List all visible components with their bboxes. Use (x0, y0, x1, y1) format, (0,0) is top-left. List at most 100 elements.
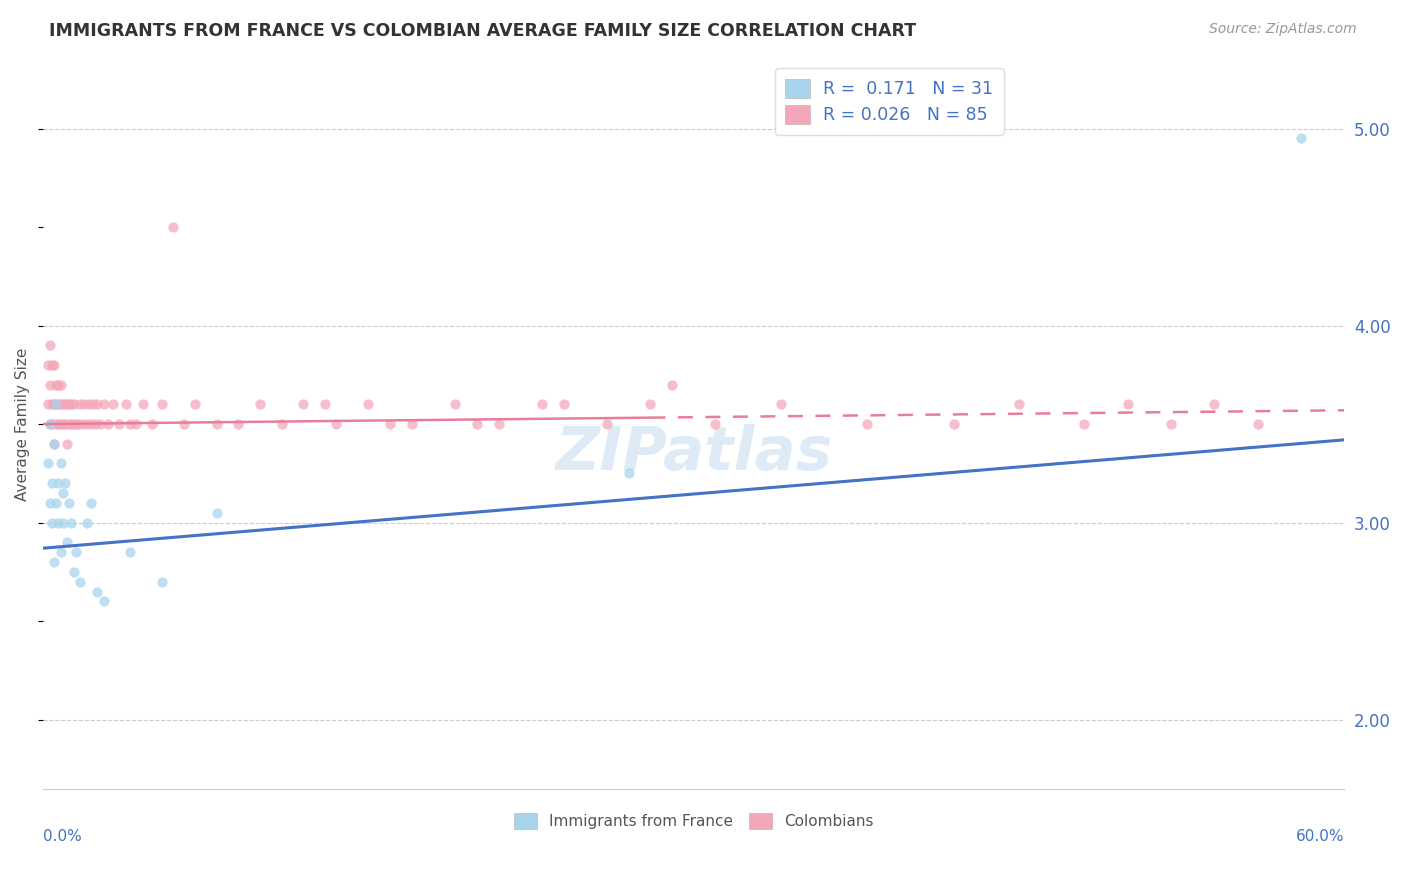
Y-axis label: Average Family Size: Average Family Size (15, 347, 30, 500)
Point (76, 417, 98, 431)
Text: ZIPatlas: ZIPatlas (555, 424, 832, 483)
Point (1008, 397, 1031, 411)
Text: 60.0%: 60.0% (1296, 829, 1344, 844)
Point (84, 417, 107, 431)
Point (769, 397, 792, 411)
Point (86, 397, 108, 411)
Point (314, 397, 336, 411)
Point (444, 397, 467, 411)
Point (56, 437, 79, 451)
Point (48, 417, 70, 431)
Point (49, 377, 72, 392)
Point (58, 496, 80, 510)
Point (380, 417, 402, 431)
Point (42, 437, 65, 451)
Legend: Immigrants from France, Colombians: Immigrants from France, Colombians (508, 807, 879, 836)
Text: IMMIGRANTS FROM FRANCE VS COLOMBIAN AVERAGE FAMILY SIZE CORRELATION CHART: IMMIGRANTS FROM FRANCE VS COLOMBIAN AVER… (49, 22, 917, 40)
Point (1246, 417, 1268, 431)
Point (53, 417, 76, 431)
Point (48, 516, 70, 530)
Point (530, 397, 553, 411)
Point (69, 574, 91, 589)
Point (228, 417, 250, 431)
Point (52, 486, 75, 500)
Point (62, 397, 84, 411)
Point (101, 397, 124, 411)
Point (37, 457, 59, 471)
Point (401, 417, 423, 431)
Point (73, 397, 96, 411)
Point (45, 377, 67, 392)
Point (45, 417, 67, 431)
Point (62, 565, 84, 579)
Point (640, 397, 662, 411)
Point (41, 417, 63, 431)
Point (58, 397, 80, 411)
Point (80, 496, 103, 510)
Point (118, 417, 141, 431)
Point (45, 496, 67, 510)
Point (93, 594, 115, 608)
Point (49, 545, 72, 559)
Point (62, 417, 84, 431)
Point (52, 516, 75, 530)
Point (270, 417, 292, 431)
Point (325, 417, 347, 431)
Point (42, 437, 65, 451)
Point (60, 516, 83, 530)
Point (69, 397, 91, 411)
Point (38, 417, 60, 431)
Point (152, 397, 174, 411)
Point (48, 377, 70, 392)
Point (465, 417, 488, 431)
Point (41, 397, 63, 411)
Point (97, 417, 120, 431)
Point (108, 417, 131, 431)
Point (60, 417, 83, 431)
Point (38, 338, 60, 352)
Point (42, 397, 65, 411)
Text: Source: ZipAtlas.com: Source: ZipAtlas.com (1209, 22, 1357, 37)
Point (56, 397, 79, 411)
Point (162, 220, 184, 235)
Point (132, 397, 155, 411)
Point (93, 397, 115, 411)
Point (152, 574, 174, 589)
Point (42, 555, 65, 569)
Point (357, 397, 380, 411)
Point (1289, 131, 1312, 145)
Point (86, 584, 108, 599)
Point (488, 417, 510, 431)
Point (49, 397, 72, 411)
Point (596, 417, 619, 431)
Point (37, 358, 59, 372)
Point (173, 417, 195, 431)
Point (89, 417, 111, 431)
Point (60, 397, 83, 411)
Point (553, 397, 575, 411)
Point (66, 417, 89, 431)
Point (45, 397, 67, 411)
Point (56, 535, 79, 549)
Point (249, 397, 271, 411)
Point (704, 417, 727, 431)
Point (1116, 397, 1139, 411)
Point (205, 506, 228, 520)
Point (77, 397, 100, 411)
Point (52, 417, 75, 431)
Point (617, 467, 640, 481)
Point (53, 397, 76, 411)
Point (58, 417, 80, 431)
Point (1073, 417, 1095, 431)
Point (70, 417, 93, 431)
Point (49, 417, 72, 431)
Point (41, 358, 63, 372)
Point (943, 417, 966, 431)
Point (118, 545, 141, 559)
Point (38, 496, 60, 510)
Point (41, 516, 63, 530)
Point (65, 545, 87, 559)
Point (1204, 397, 1226, 411)
Point (125, 417, 148, 431)
Point (141, 417, 163, 431)
